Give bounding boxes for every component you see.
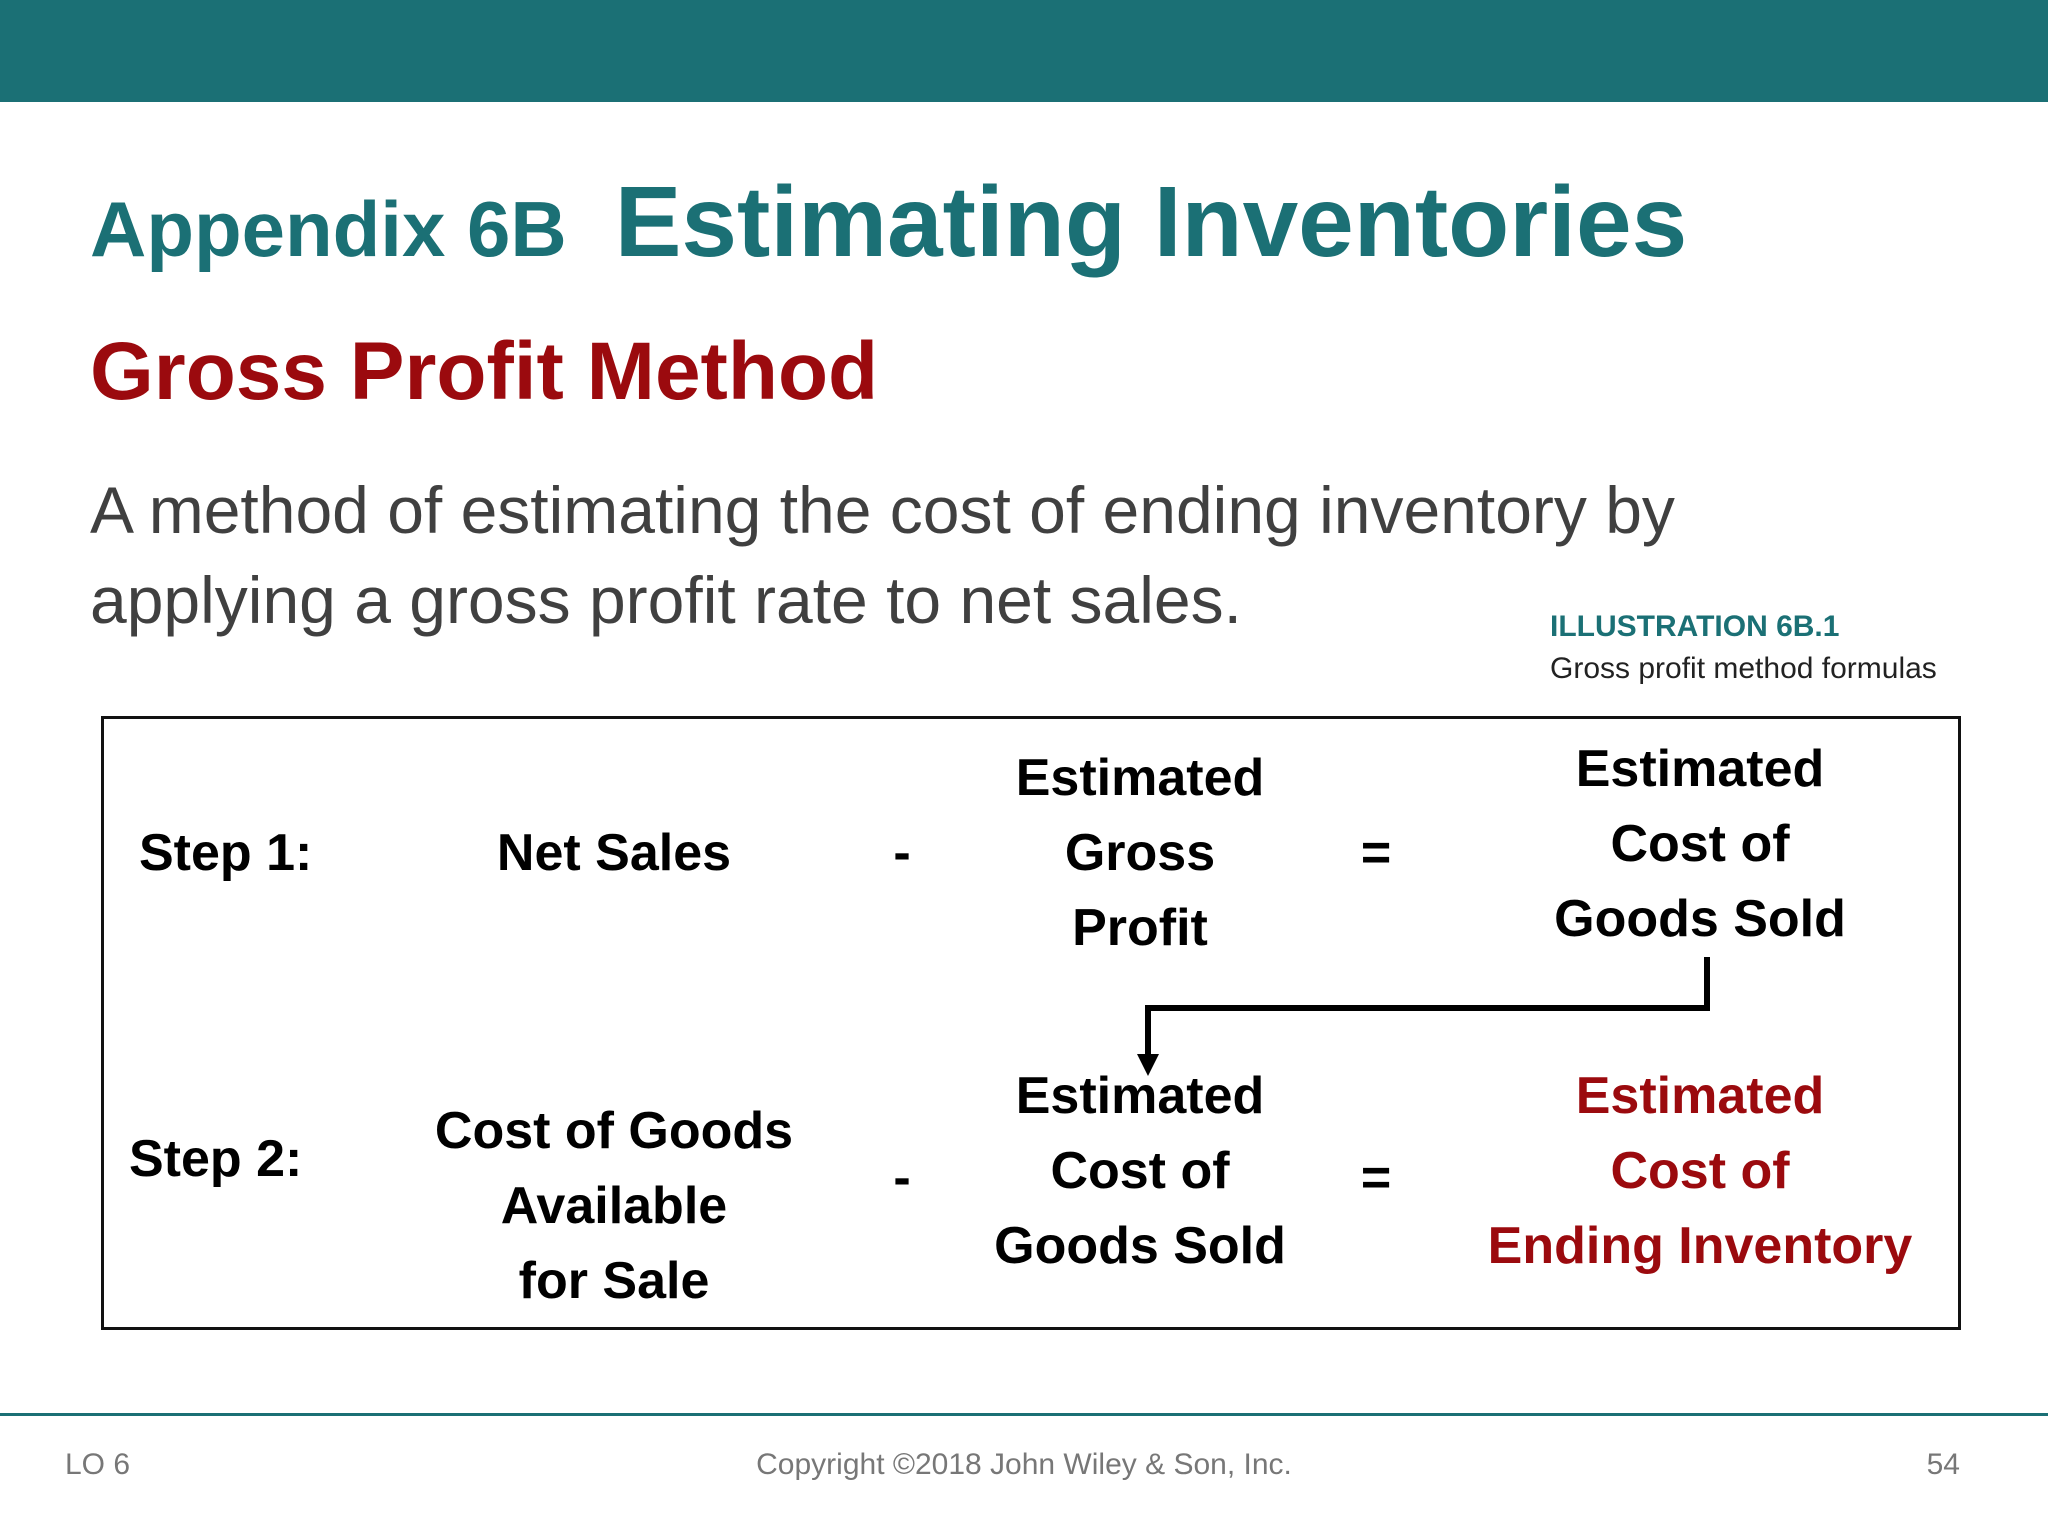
step2-term2-line3: Goods Sold bbox=[994, 1217, 1286, 1275]
step1-result-line1: Estimated bbox=[1575, 740, 1825, 798]
page-number: 54 bbox=[1926, 1448, 1960, 1481]
footer-divider bbox=[0, 1413, 2048, 1416]
step2-term2-line1: Estimated bbox=[1015, 1067, 1265, 1125]
step1-equals: = bbox=[1360, 824, 1392, 882]
step1-result-line2: Cost of bbox=[1610, 815, 1790, 873]
slide-title: Appendix 6B Estimating Inventories bbox=[90, 165, 1687, 285]
step2-cost-of-goods-available: Cost of Goods Available for Sale bbox=[435, 1094, 793, 1319]
step1-estimated-cogs: Estimated Cost of Goods Sold bbox=[1554, 732, 1846, 957]
step1-estimated-gross-profit: Estimated Gross Profit bbox=[1016, 741, 1265, 966]
cogs-connector-arrow bbox=[1137, 957, 1710, 1076]
step1-term2-line2: Gross bbox=[1064, 824, 1216, 882]
step1-term2-line3: Profit bbox=[1072, 899, 1208, 957]
step1-minus: - bbox=[893, 824, 911, 882]
illustration-caption: Gross profit method formulas bbox=[1550, 652, 1937, 685]
step2-estimated-cogs: Estimated Cost of Goods Sold bbox=[994, 1059, 1286, 1284]
formula-box: Step 1: Net Sales - Estimated Gross Prof… bbox=[101, 716, 1961, 1330]
step1-net-sales: Net Sales bbox=[496, 824, 732, 882]
step2-term1-line1: Cost of Goods bbox=[434, 1102, 794, 1160]
step1-label: Step 1: bbox=[139, 824, 313, 882]
step2-term1-line3: for Sale bbox=[518, 1252, 710, 1310]
step2-estimated-ending-inventory: Estimated Cost of Ending Inventory bbox=[1488, 1059, 1913, 1284]
step1-term2-line1: Estimated bbox=[1015, 749, 1265, 807]
step2-equals: = bbox=[1360, 1149, 1392, 1207]
step2-minus: - bbox=[893, 1149, 911, 1207]
step2-label: Step 2: bbox=[129, 1130, 303, 1188]
illustration-number: ILLUSTRATION 6B.1 bbox=[1550, 610, 1840, 643]
step1-result-line3: Goods Sold bbox=[1554, 890, 1846, 948]
appendix-label: Appendix 6B bbox=[90, 185, 567, 273]
step2-result-line3: Ending Inventory bbox=[1487, 1217, 1913, 1275]
section-title: Gross Profit Method bbox=[90, 326, 879, 417]
step2-term2-line2: Cost of bbox=[1050, 1142, 1230, 1200]
title-text: Estimating Inventories bbox=[614, 166, 1688, 278]
learning-objective: LO 6 bbox=[65, 1448, 131, 1481]
copyright-notice: Copyright ©2018 John Wiley & Son, Inc. bbox=[756, 1448, 1292, 1481]
definition-text: A method of estimating the cost of endin… bbox=[90, 473, 1675, 637]
top-banner bbox=[0, 0, 2048, 102]
step2-term1-line2: Available bbox=[500, 1177, 728, 1235]
step2-result-line2: Cost of bbox=[1610, 1142, 1790, 1200]
step2-result-line1: Estimated bbox=[1575, 1067, 1825, 1125]
